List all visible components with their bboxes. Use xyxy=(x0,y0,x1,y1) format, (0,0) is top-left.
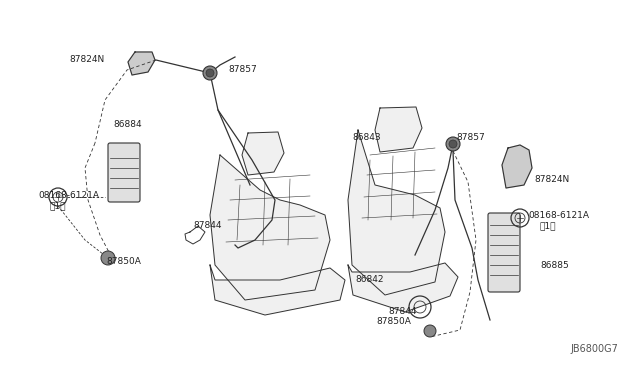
Polygon shape xyxy=(348,263,458,312)
Polygon shape xyxy=(210,265,345,315)
Text: 87824N: 87824N xyxy=(70,55,105,64)
Text: 87850A: 87850A xyxy=(376,317,411,326)
Text: 86842: 86842 xyxy=(355,275,383,284)
Text: 86885: 86885 xyxy=(540,261,569,270)
Polygon shape xyxy=(128,52,155,75)
FancyBboxPatch shape xyxy=(488,213,520,292)
Polygon shape xyxy=(502,145,532,188)
Circle shape xyxy=(424,325,436,337)
Circle shape xyxy=(203,66,217,80)
Text: （1）: （1） xyxy=(50,201,67,210)
Polygon shape xyxy=(210,155,330,300)
Polygon shape xyxy=(242,132,284,175)
Text: （1）: （1） xyxy=(540,221,557,230)
Text: 87857: 87857 xyxy=(228,65,257,74)
Circle shape xyxy=(446,137,460,151)
Text: 86843: 86843 xyxy=(352,133,381,142)
Text: 08168-6121A: 08168-6121A xyxy=(38,191,99,200)
Text: 87844: 87844 xyxy=(193,221,221,230)
Text: 87850A: 87850A xyxy=(106,257,141,266)
Circle shape xyxy=(206,69,214,77)
Circle shape xyxy=(449,140,457,148)
Text: 87857: 87857 xyxy=(456,133,484,142)
FancyBboxPatch shape xyxy=(108,143,140,202)
Text: 87824N: 87824N xyxy=(534,175,569,184)
Text: JB6800G7: JB6800G7 xyxy=(570,344,618,354)
Text: 87844: 87844 xyxy=(388,307,417,316)
Circle shape xyxy=(101,251,115,265)
Polygon shape xyxy=(375,107,422,152)
Text: 86884: 86884 xyxy=(113,120,141,129)
Polygon shape xyxy=(348,130,445,295)
Text: 08168-6121A: 08168-6121A xyxy=(528,211,589,220)
